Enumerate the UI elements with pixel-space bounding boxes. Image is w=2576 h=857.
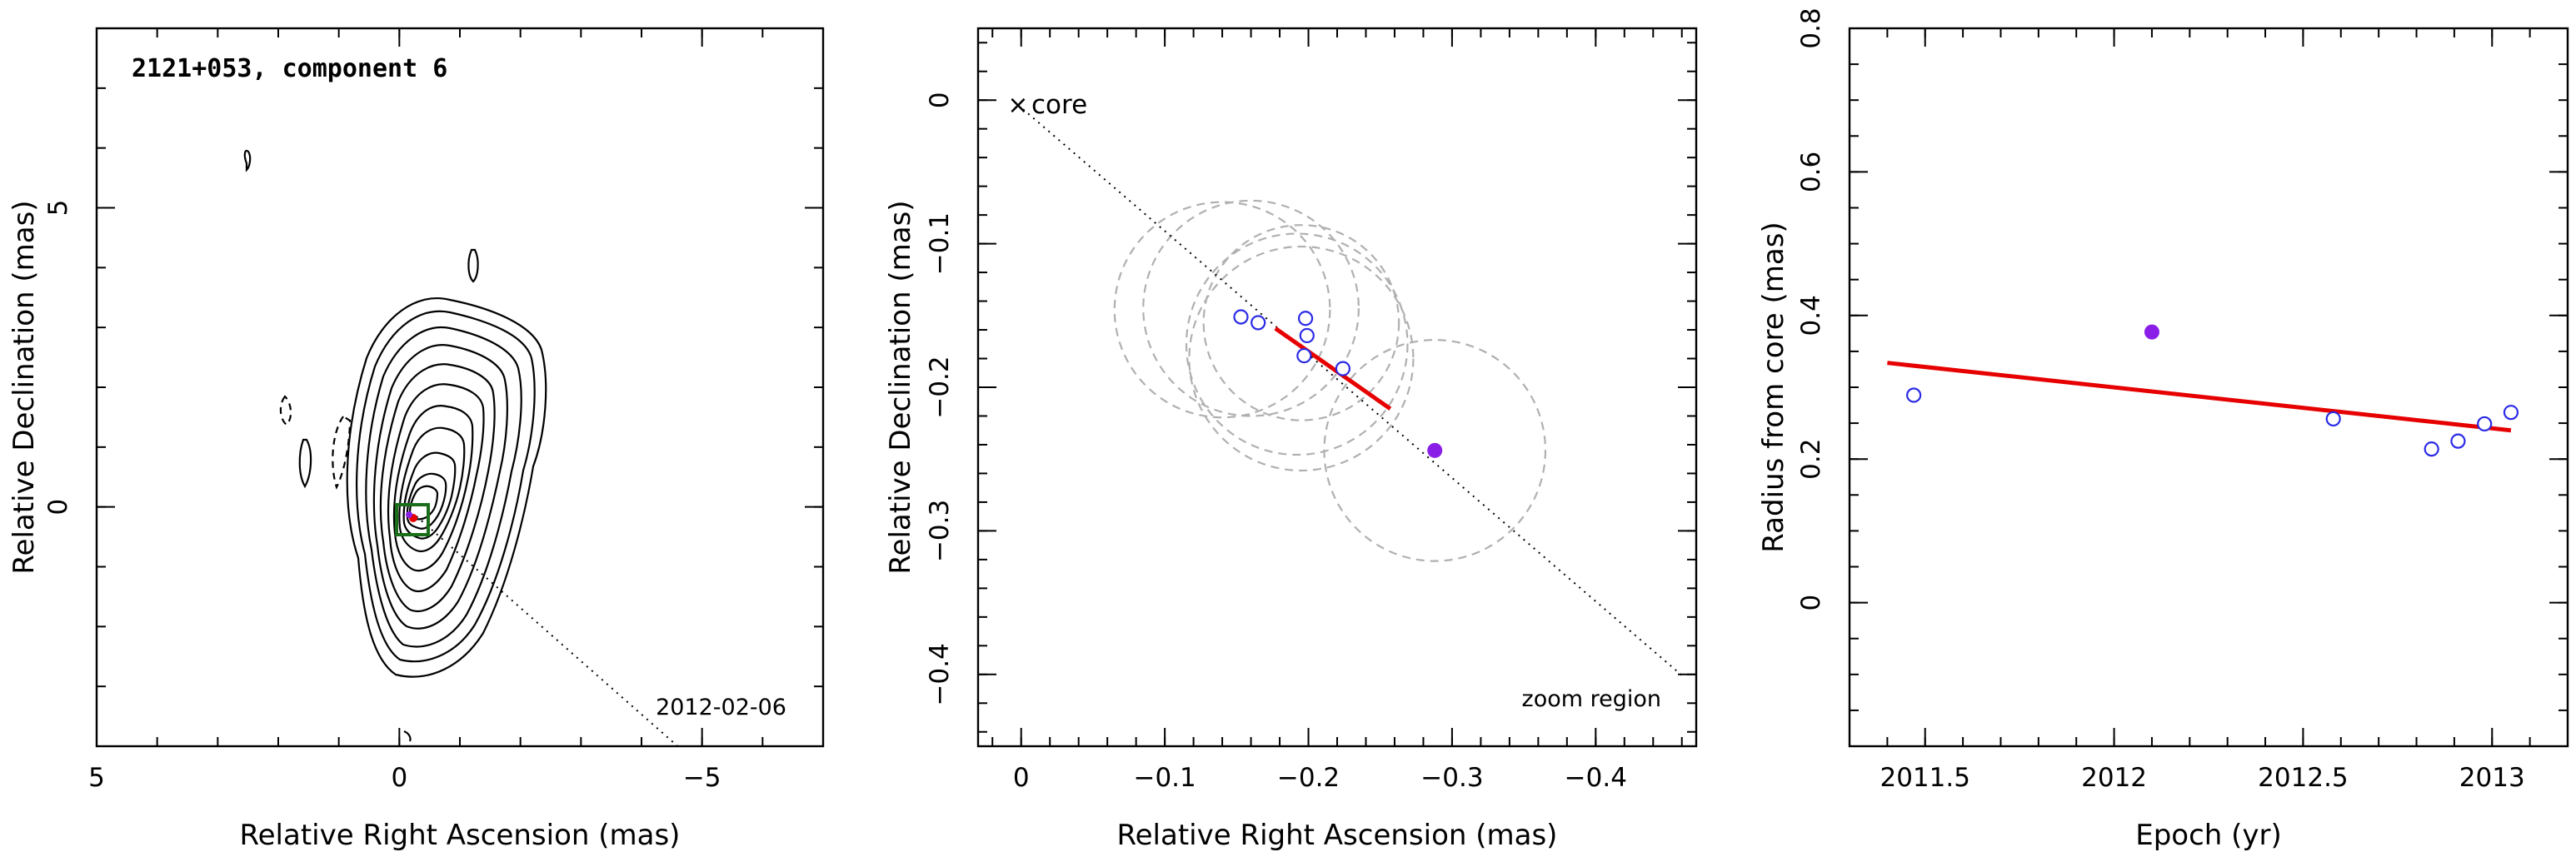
core-direction-line bbox=[416, 516, 682, 750]
open-radius-point bbox=[2450, 433, 2466, 449]
y-tick-label: 0 bbox=[43, 499, 73, 516]
x-tick-label: −0.3 bbox=[1420, 763, 1483, 793]
y-tick-label: −0.3 bbox=[925, 500, 955, 562]
open-position-point bbox=[1335, 361, 1350, 376]
radius-points bbox=[1906, 324, 2519, 457]
epoch-annotation: 2012-02-06 bbox=[656, 695, 786, 720]
x-tick-label: 2012 bbox=[2081, 763, 2147, 793]
panel-2-ylabel: Relative Declination (mas) bbox=[884, 200, 917, 574]
core-marker-x: × bbox=[1007, 91, 1028, 120]
x-tick-label: 5 bbox=[88, 763, 105, 793]
panel-3-radius-vs-epoch: Epoch (yr) Radius from core (mas) bbox=[1757, 27, 2569, 852]
panel-1-contour-map: 2121+053, component 6 2012-02-06 Relativ… bbox=[7, 27, 825, 852]
y-tick-label: 5 bbox=[43, 200, 73, 217]
panel-1-title: 2121+053, component 6 bbox=[132, 54, 447, 83]
open-radius-point bbox=[2503, 405, 2519, 421]
filled-radius-point bbox=[2144, 324, 2159, 340]
radial-fit-line bbox=[1274, 326, 1392, 411]
tick-marks-and-labels: 5 0 −5 0 5 0 −0.1 −0.2 −0.3 −0.4 0 −0.1 −0.2 −0.3 −0.4… bbox=[43, 7, 2569, 793]
panel-2-xlabel: Relative Right Ascension (mas) bbox=[1117, 819, 1558, 852]
panel-2-zoom-scatter: × core zoom region Relative Right Ascens… bbox=[884, 27, 1698, 852]
fit-line-segment bbox=[1887, 361, 2512, 433]
core-label: core bbox=[1031, 90, 1087, 120]
radius-fit-line bbox=[1887, 361, 2512, 433]
x-tick-label: 2012.5 bbox=[2258, 763, 2348, 793]
open-radius-point bbox=[1906, 387, 1922, 403]
y-tick-label: 0.8 bbox=[1796, 7, 1826, 48]
panel-1-ylabel: Relative Declination (mas) bbox=[7, 200, 41, 574]
y-tick-label: 0.6 bbox=[1796, 152, 1826, 192]
panel-2-axes bbox=[976, 27, 1698, 748]
component-size-circle bbox=[1202, 224, 1400, 421]
fit-line-segment bbox=[1274, 326, 1392, 411]
y-tick-label: 0.4 bbox=[1796, 295, 1826, 336]
open-position-point bbox=[1251, 315, 1266, 331]
component-size-circle bbox=[1323, 339, 1547, 562]
x-tick-label: 2011.5 bbox=[1880, 763, 1969, 793]
y-tick-label: 0.2 bbox=[1796, 439, 1826, 480]
component-positions bbox=[1233, 309, 1443, 458]
x-tick-label: −5 bbox=[683, 763, 721, 793]
component-size-circle bbox=[1142, 199, 1360, 417]
component-size-circle bbox=[1113, 201, 1331, 419]
zoom-region-label: zoom region bbox=[1522, 686, 1661, 712]
y-tick-label: −0.4 bbox=[925, 643, 955, 705]
x-tick-label: −0.4 bbox=[1565, 763, 1627, 793]
open-radius-point bbox=[2325, 411, 2341, 427]
core-direction-line-zoom bbox=[1017, 104, 1684, 677]
open-position-point bbox=[1296, 347, 1312, 364]
x-tick-label: −0.2 bbox=[1277, 763, 1340, 793]
x-tick-label: −0.1 bbox=[1133, 763, 1196, 793]
open-position-point bbox=[1299, 327, 1315, 344]
radio-contours bbox=[243, 149, 547, 742]
panel-3-ylabel: Radius from core (mas) bbox=[1757, 222, 1790, 552]
open-radius-point bbox=[2477, 416, 2493, 432]
x-tick-label: 0 bbox=[1013, 763, 1030, 793]
x-tick-label: 2013 bbox=[2459, 763, 2525, 793]
y-tick-label: −0.2 bbox=[925, 356, 955, 418]
component-marker-p1 bbox=[406, 511, 412, 518]
zoom-box bbox=[395, 503, 430, 536]
component-size-circles bbox=[1113, 199, 1547, 562]
panel-1-xlabel: Relative Right Ascension (mas) bbox=[240, 819, 681, 852]
open-position-point bbox=[1233, 309, 1249, 325]
component-size-circle bbox=[1185, 232, 1409, 456]
panel-3-axes bbox=[1848, 27, 2569, 748]
x-tick-label: 0 bbox=[391, 763, 407, 793]
y-tick-label: −0.1 bbox=[925, 212, 955, 275]
component-size-circle bbox=[1188, 245, 1415, 472]
open-radius-point bbox=[2424, 441, 2439, 457]
open-position-point bbox=[1297, 311, 1314, 326]
panel-3-xlabel: Epoch (yr) bbox=[2135, 819, 2282, 852]
y-tick-label: 0 bbox=[925, 92, 955, 108]
filled-position-point bbox=[1427, 442, 1443, 458]
y-tick-label: 0 bbox=[1796, 595, 1826, 611]
